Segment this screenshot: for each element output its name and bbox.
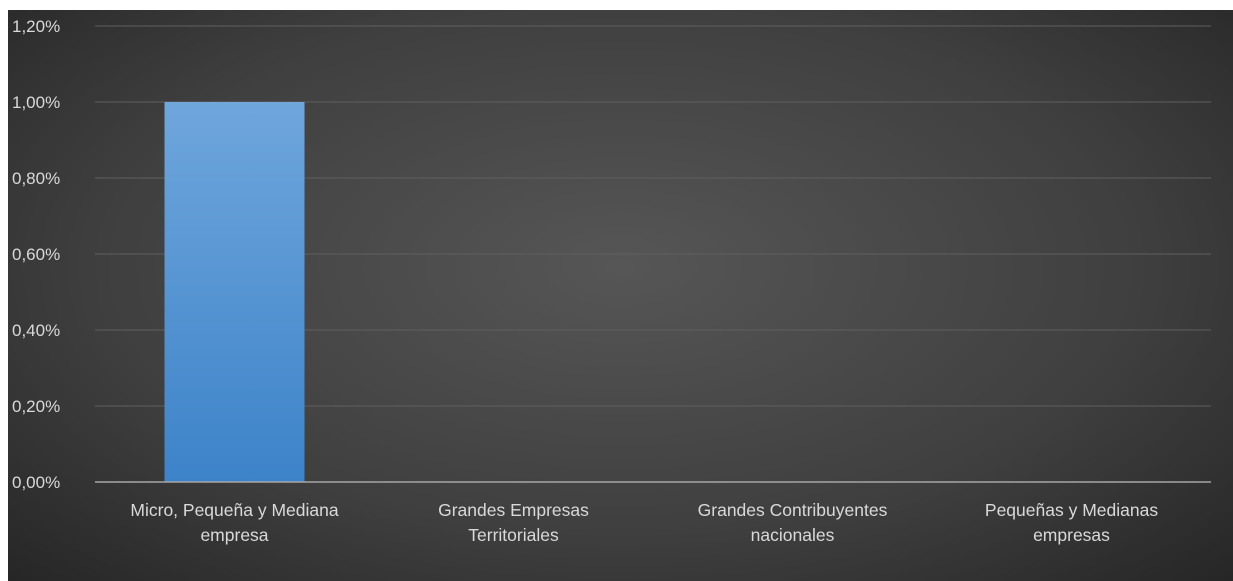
x-category-label-line: Pequeñas y Medianas [985, 500, 1158, 520]
y-tick-label: 0,00% [12, 473, 60, 492]
bar-chart: 0,00% 0,20% 0,40% 0,60% 0,80% 1,00% 1,20% Micr… [12, 17, 1211, 545]
x-category-label-line: Micro, Pequeña y Mediana [130, 500, 338, 520]
x-category-label-line: empresa [200, 525, 268, 545]
y-tick-label: 0,40% [12, 321, 60, 340]
bar [164, 102, 305, 482]
y-axis-tick-labels: 0,00% 0,20% 0,40% 0,60% 0,80% 1,00% 1,20% [12, 17, 60, 492]
x-category-label: Grandes Contribuyentes nacionales [698, 500, 888, 545]
y-tick-label: 1,00% [12, 93, 60, 112]
y-tick-label: 0,80% [12, 169, 60, 188]
y-tick-label: 1,20% [12, 17, 60, 36]
chart-area: 0,00% 0,20% 0,40% 0,60% 0,80% 1,00% 1,20% Micr… [8, 10, 1233, 581]
x-category-label: Micro, Pequeña y Mediana empresa [130, 500, 338, 545]
x-category-label: Pequeñas y Medianas empresas [985, 500, 1158, 545]
y-tick-label: 0,20% [12, 397, 60, 416]
x-category-label-line: Grandes Empresas [438, 500, 589, 520]
x-category-label-line: nacionales [751, 525, 835, 545]
x-axis-category-labels: Micro, Pequeña y Mediana empresa Grandes E… [130, 500, 1158, 545]
x-category-label-line: Grandes Contribuyentes [698, 500, 888, 520]
x-category-label-line: Territoriales [468, 525, 559, 545]
x-category-label-line: empresas [1033, 525, 1110, 545]
x-category-label: Grandes Empresas Territoriales [438, 500, 589, 545]
y-tick-label: 0,60% [12, 245, 60, 264]
bars [164, 102, 305, 482]
